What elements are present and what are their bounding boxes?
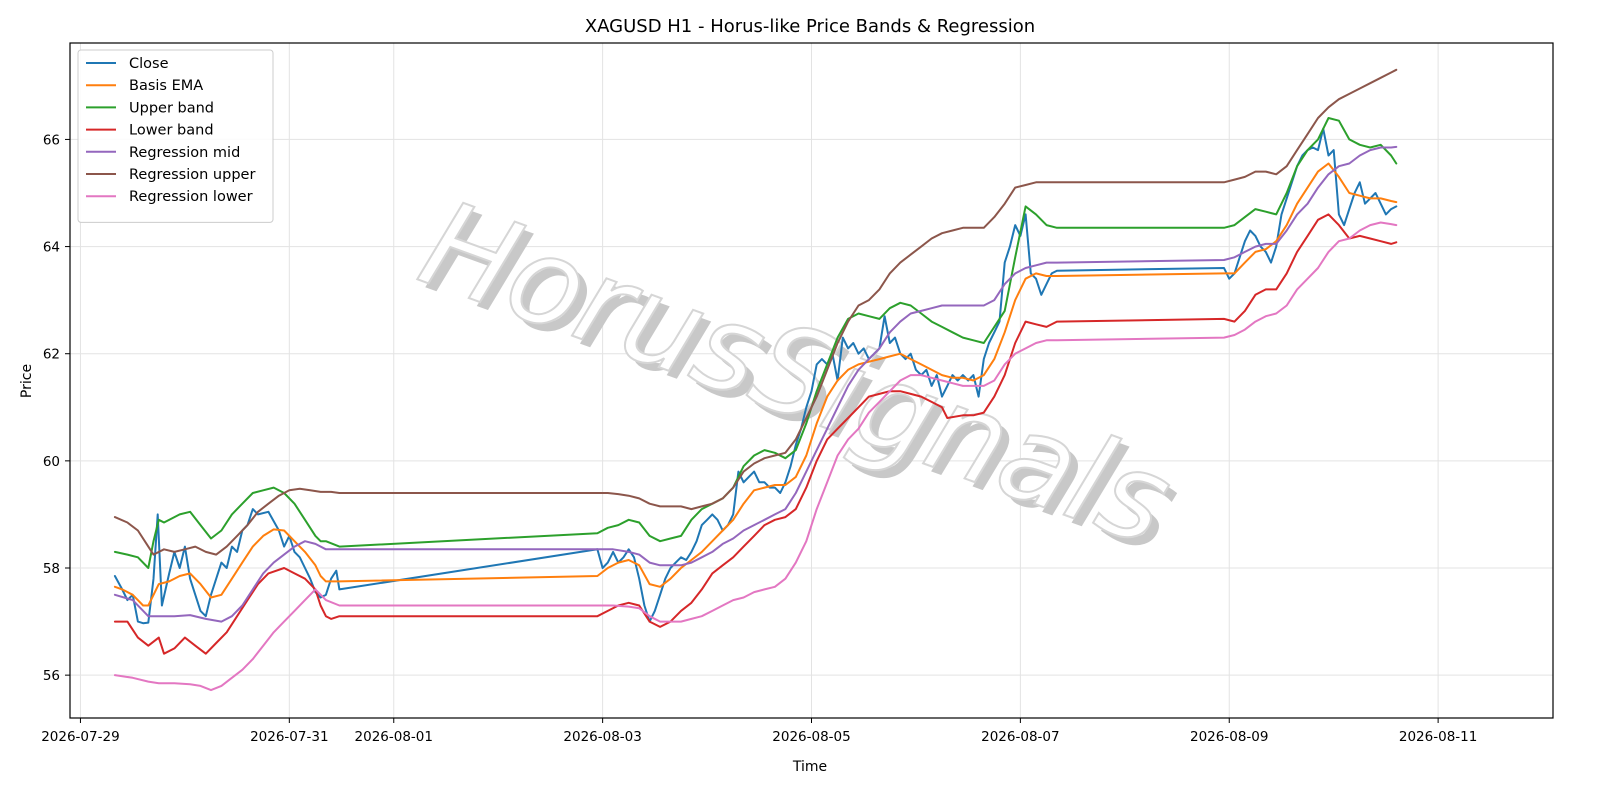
legend: Close Basis EMA Upper band Lower band Regres… xyxy=(77,49,274,223)
x-tick-label: 2026-08-09 xyxy=(1190,729,1268,745)
legend-box xyxy=(77,49,274,223)
series-line-regression-mid xyxy=(113,145,1398,623)
y-axis-label: Price xyxy=(19,364,35,398)
series-line-basis-ema xyxy=(113,162,1398,607)
series-line-lower-band xyxy=(113,213,1398,655)
legend-label: Regression mid xyxy=(129,145,240,161)
legend-label: Basis EMA xyxy=(129,78,203,94)
legend-label: Lower band xyxy=(129,123,214,139)
legend-label: Upper band xyxy=(129,100,214,116)
x-tick-label: 2026-08-03 xyxy=(563,729,641,745)
y-tick-label: 56 xyxy=(43,668,60,684)
series-line-upper-band xyxy=(113,117,1398,569)
legend-label: Close xyxy=(129,56,169,72)
y-tick-label: 64 xyxy=(43,240,60,256)
series-line-regression-lower xyxy=(113,221,1398,692)
x-tick-label: 2026-08-05 xyxy=(772,729,850,745)
y-tick-label: 62 xyxy=(43,347,60,363)
y-tick-label: 58 xyxy=(43,561,60,577)
axes: 56 58 60 62 64 66 2026-07-29 2026-07-31 2026-08-… xyxy=(41,132,1477,745)
x-tick-label: 2026-08-07 xyxy=(981,729,1059,745)
y-tick-label: 60 xyxy=(43,454,60,470)
series-line-close xyxy=(113,127,1398,625)
legend-label: Regression lower xyxy=(129,189,253,205)
x-tick-label: 2026-08-01 xyxy=(355,729,433,745)
series-lines xyxy=(113,68,1398,692)
y-tick-label: 66 xyxy=(43,132,60,148)
x-tick-label: 2026-08-11 xyxy=(1399,729,1477,745)
x-tick-label: 2026-07-29 xyxy=(41,729,119,745)
x-axis-label: Time xyxy=(792,759,827,775)
chart-title: XAGUSD H1 - Horus-like Price Bands & Reg… xyxy=(585,16,1035,37)
x-tick-label: 2026-07-31 xyxy=(250,729,328,745)
series-line-regression-upper xyxy=(113,68,1398,556)
legend-label: Regression upper xyxy=(129,167,255,183)
